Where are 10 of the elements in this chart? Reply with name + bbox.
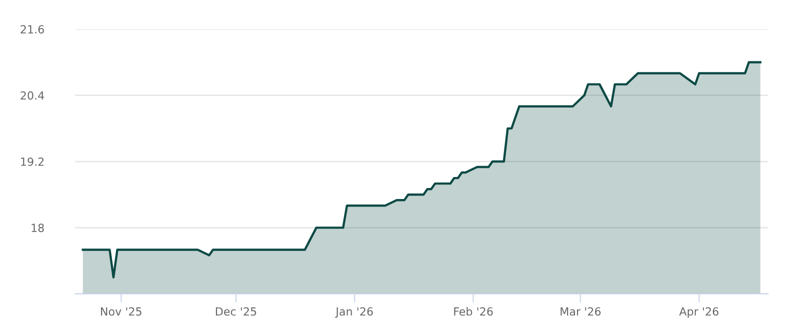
y-tick-label: 19.2 — [21, 157, 44, 166]
y-tick-label: 20.4 — [20, 91, 44, 100]
x-tick-label: Apr '26 — [679, 307, 718, 318]
x-tick-label: Feb '26 — [454, 307, 493, 316]
x-tick-label: Jan '26 — [335, 307, 373, 318]
x-tick-label: Nov '25 — [101, 307, 142, 316]
y-tick-label: 18 — [32, 224, 44, 232]
x-tick-label: Mar '26 — [560, 307, 601, 316]
y-tick-label: 21.6 — [20, 25, 44, 34]
x-tick-label: Dec '25 — [216, 307, 256, 316]
